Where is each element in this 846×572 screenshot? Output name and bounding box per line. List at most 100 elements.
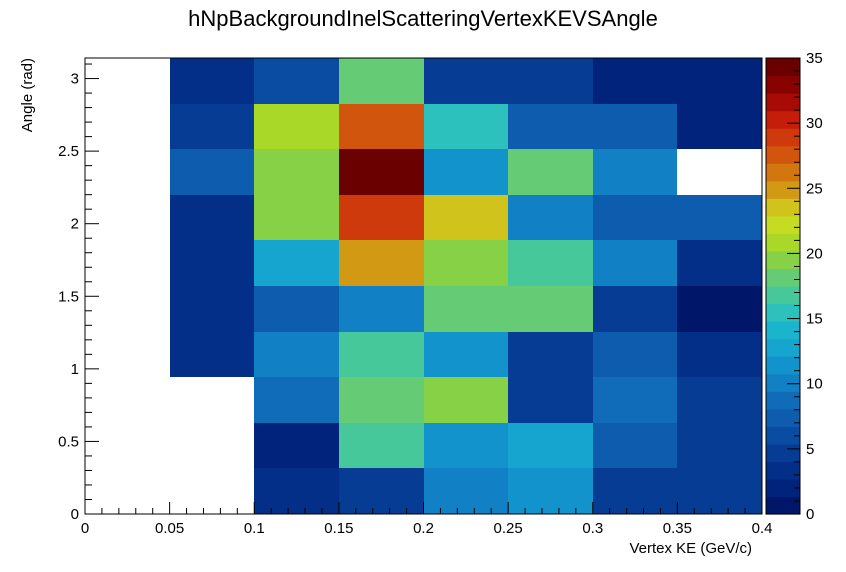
heatmap-cell bbox=[593, 468, 677, 514]
colorbar-segment bbox=[766, 198, 800, 217]
heatmap-cell bbox=[170, 149, 254, 195]
colorbar-segment bbox=[766, 286, 800, 305]
y-tick-label: 0.5 bbox=[58, 433, 79, 450]
heatmap-cell bbox=[170, 104, 254, 149]
colorbar-frame bbox=[765, 57, 801, 515]
heatmap-cell bbox=[254, 332, 339, 377]
colorbar-segment bbox=[766, 75, 800, 94]
heatmap-cell bbox=[508, 332, 593, 377]
heatmap-cell bbox=[254, 240, 339, 286]
heatmap-cell bbox=[508, 286, 593, 332]
chart-title: hNpBackgroundInelScatteringVertexKEVSAng… bbox=[188, 6, 658, 31]
y-tick-label: 1 bbox=[71, 361, 79, 378]
heatmap-cell bbox=[593, 149, 677, 195]
colorbar-tick-label: 5 bbox=[806, 441, 814, 458]
x-tick-label: 0.3 bbox=[582, 520, 603, 537]
colorbar-segment bbox=[766, 145, 800, 164]
heatmap-cell bbox=[254, 286, 339, 332]
heatmap-cell bbox=[339, 286, 424, 332]
heatmap-cell bbox=[254, 423, 339, 468]
x-tick-label: 0.25 bbox=[494, 520, 523, 537]
colorbar-segment bbox=[766, 356, 800, 375]
heatmap-cell bbox=[339, 468, 424, 514]
heatmap-cell bbox=[508, 468, 593, 514]
colorbar-segment bbox=[766, 128, 800, 147]
colorbar-tick-label: 20 bbox=[806, 245, 823, 262]
colorbar-segment bbox=[766, 110, 800, 129]
heatmap-cell bbox=[339, 104, 424, 149]
heatmap-cell bbox=[170, 58, 254, 104]
y-tick-label: 1.5 bbox=[58, 288, 79, 305]
heatmap-cell bbox=[508, 240, 593, 286]
x-tick-label: 0.15 bbox=[324, 520, 353, 537]
heatmap-cell bbox=[424, 58, 508, 104]
colorbar-segment bbox=[766, 215, 800, 234]
colorbar-segment bbox=[766, 373, 800, 392]
heatmap-cell bbox=[508, 149, 593, 195]
colorbar-segment bbox=[766, 496, 800, 515]
heatmap-cell bbox=[677, 332, 762, 377]
y-axis: 0 0.5 1 1.5 2 2.5 3 bbox=[58, 63, 99, 523]
heatmap-cell bbox=[593, 286, 677, 332]
heatmap-cell bbox=[593, 240, 677, 286]
colorbar-tick-label: 35 bbox=[806, 50, 823, 67]
x-tick-label: 0.35 bbox=[663, 520, 692, 537]
heatmap-cell bbox=[424, 423, 508, 468]
heatmap-cell bbox=[593, 58, 677, 104]
colorbar-segment bbox=[766, 478, 800, 498]
heatmap-cell bbox=[170, 195, 254, 240]
colorbar-segment bbox=[766, 338, 800, 357]
colorbar-segment bbox=[766, 303, 800, 322]
x-axis-title: Vertex KE (GeV/c) bbox=[629, 540, 752, 557]
heatmap-cell bbox=[593, 104, 677, 149]
colorbar: 0 5 10 15 20 25 30 35 bbox=[765, 50, 823, 523]
x-tick-label: 0.1 bbox=[244, 520, 265, 537]
heatmap-cells bbox=[170, 58, 762, 514]
colorbar-segment bbox=[766, 233, 800, 252]
heatmap-cell bbox=[339, 58, 424, 104]
y-tick-label: 3 bbox=[71, 71, 79, 88]
colorbar-segment bbox=[766, 163, 800, 182]
heatmap-cell bbox=[254, 149, 339, 195]
heatmap-cell bbox=[593, 332, 677, 377]
colorbar-segment bbox=[766, 58, 800, 77]
heatmap-cell bbox=[508, 104, 593, 149]
heatmap-cell bbox=[508, 377, 593, 423]
heatmap-cell bbox=[170, 332, 254, 377]
colorbar-tick-label: 0 bbox=[806, 506, 814, 523]
y-tick-label: 2.5 bbox=[58, 143, 79, 160]
heatmap-cell bbox=[254, 468, 339, 514]
heatmap-cell bbox=[508, 58, 593, 104]
heatmap-cell bbox=[424, 104, 508, 149]
heatmap-cell bbox=[677, 423, 762, 468]
colorbar-segment bbox=[766, 461, 800, 480]
heatmap-cell bbox=[254, 377, 339, 423]
heatmap-cell bbox=[339, 240, 424, 286]
heatmap-cell bbox=[254, 104, 339, 149]
x-tick-label: 0.4 bbox=[752, 520, 773, 537]
heatmap-cell bbox=[677, 104, 762, 149]
x-tick-label: 0.05 bbox=[155, 520, 184, 537]
heatmap-cell bbox=[339, 195, 424, 240]
x-tick-label: 0.2 bbox=[413, 520, 434, 537]
heatmap-cell bbox=[508, 195, 593, 240]
y-tick-label: 0 bbox=[71, 506, 79, 523]
heatmap-cell bbox=[424, 149, 508, 195]
colorbar-tick-label: 15 bbox=[806, 311, 823, 328]
heatmap-cell bbox=[170, 240, 254, 286]
heatmap-cell bbox=[508, 423, 593, 468]
x-axis: 0 0.05 0.1 0.15 0.2 0.25 0.3 0.35 0.4 bbox=[81, 502, 773, 537]
x-tick-label: 0 bbox=[81, 520, 89, 537]
heatmap-cell bbox=[677, 468, 762, 514]
colorbar-segment bbox=[766, 321, 800, 340]
colorbar-segment bbox=[766, 93, 800, 112]
heatmap-cell bbox=[254, 195, 339, 240]
heatmap-cell bbox=[424, 377, 508, 423]
heatmap-cell bbox=[677, 58, 762, 104]
heatmap-cell bbox=[593, 195, 677, 240]
heatmap-cell bbox=[424, 468, 508, 514]
heatmap-cell bbox=[593, 423, 677, 468]
colorbar-segment bbox=[766, 443, 800, 462]
heatmap-cell bbox=[677, 286, 762, 332]
